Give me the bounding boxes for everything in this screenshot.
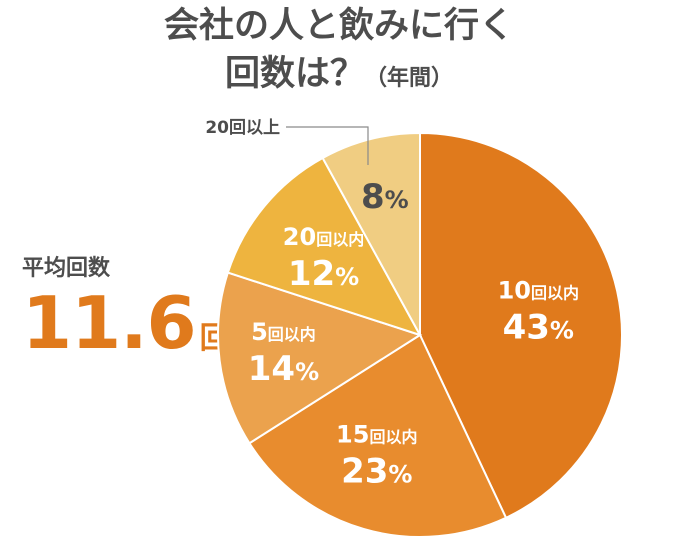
chart-title-main: 回数は？ bbox=[224, 54, 365, 94]
chart-title-period: （年間） bbox=[365, 66, 454, 91]
pie-slice bbox=[226, 156, 423, 337]
chart-title-line1: 会社の人と飲みに行く bbox=[163, 6, 514, 46]
slice-category-label: 20回以上 bbox=[205, 118, 280, 138]
slice-category-label: 10回以内 bbox=[498, 277, 579, 305]
slice-category-label: 5回以内 bbox=[251, 318, 316, 346]
chart-title-line2: 回数は？（年間） bbox=[0, 52, 678, 101]
pie-slice bbox=[419, 131, 623, 520]
slice-value-label: 43% bbox=[503, 308, 574, 348]
slice-value-label: 12% bbox=[288, 254, 359, 294]
slice-value-label: 8% bbox=[361, 177, 409, 217]
slice-category-label: 20回以内 bbox=[283, 223, 364, 251]
slice-value-label: 23% bbox=[341, 452, 412, 492]
average-number: 11.6 bbox=[22, 281, 197, 365]
average-label: 平均回数 bbox=[22, 256, 111, 281]
callout-line bbox=[286, 126, 369, 165]
pie-slice bbox=[248, 333, 508, 538]
pie-slice bbox=[321, 131, 421, 336]
slice-value-label: 14% bbox=[248, 349, 319, 389]
slice-category-label: 15回以内 bbox=[336, 421, 417, 449]
pie-slice bbox=[217, 271, 423, 445]
